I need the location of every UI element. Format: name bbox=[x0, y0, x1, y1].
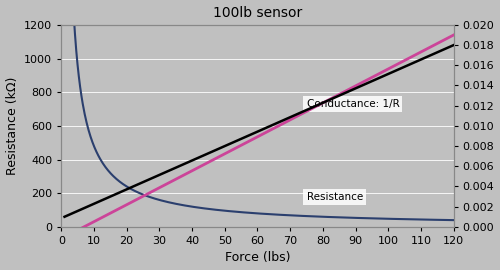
Text: Resistance: Resistance bbox=[306, 192, 363, 202]
Title: 100lb sensor: 100lb sensor bbox=[213, 6, 302, 19]
X-axis label: Force (lbs): Force (lbs) bbox=[224, 251, 290, 264]
Text: Conductance: 1/R: Conductance: 1/R bbox=[306, 99, 400, 109]
Y-axis label: Resistance (kΩ): Resistance (kΩ) bbox=[6, 77, 18, 175]
